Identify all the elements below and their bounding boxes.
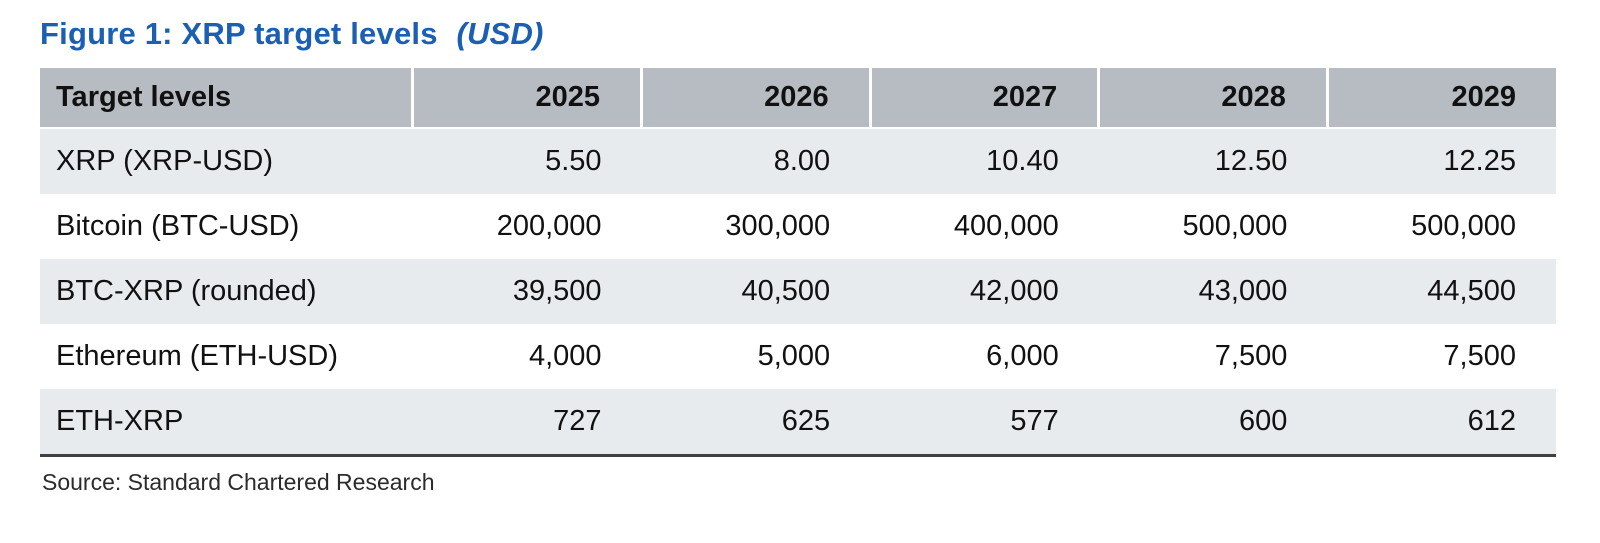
cell-value: 400,000 bbox=[953, 210, 1059, 242]
table-row-eth-xrp: ETH-XRP 727 625 577 600 612 bbox=[40, 389, 1556, 456]
cell-value: 5,000 bbox=[757, 340, 831, 372]
cell-value: 200,000 bbox=[496, 210, 602, 242]
cell-value: 727 bbox=[553, 405, 602, 437]
cell-value: 7,500 bbox=[1214, 340, 1288, 372]
cell-value: 12.25 bbox=[1443, 145, 1516, 177]
row-label: XRP (XRP-USD) bbox=[56, 145, 273, 177]
cell-value: 39,500 bbox=[512, 275, 602, 307]
table-row-xrp: XRP (XRP-USD) 5.50 8.00 10.40 12.50 12.2… bbox=[40, 128, 1556, 194]
cell-value: 5.50 bbox=[545, 145, 602, 177]
cell-value: 8.00 bbox=[773, 145, 831, 177]
cell-value: 10.40 bbox=[986, 145, 1059, 177]
cell-value: 40,500 bbox=[741, 275, 831, 307]
table-row-bitcoin: Bitcoin (BTC-USD) 200,000 300,000 400,00… bbox=[40, 194, 1556, 259]
figure-title-unit: (USD) bbox=[456, 16, 544, 51]
row-label: Bitcoin (BTC-USD) bbox=[56, 210, 300, 242]
header-cell-target-levels: Target levels bbox=[40, 68, 413, 129]
header-cell-2029: 2029 bbox=[1325, 68, 1556, 129]
header-cell-2026: 2026 bbox=[640, 68, 871, 129]
header-cell-2027: 2027 bbox=[868, 68, 1099, 129]
cell-value: 577 bbox=[1010, 405, 1059, 437]
cell-value: 44,500 bbox=[1427, 275, 1516, 307]
cell-value: 12.50 bbox=[1214, 145, 1288, 177]
cell-value: 7,500 bbox=[1443, 340, 1516, 372]
cell-value: 6,000 bbox=[986, 340, 1059, 372]
row-label: BTC-XRP (rounded) bbox=[56, 275, 317, 307]
row-label: Ethereum (ETH-USD) bbox=[56, 340, 338, 372]
figure-title: Figure 1: XRP target levels (USD) bbox=[40, 16, 1556, 52]
cell-value: 500,000 bbox=[1411, 210, 1516, 242]
target-levels-table: Target levels 2025 2026 2027 2028 2029 X… bbox=[40, 68, 1556, 457]
cell-value: 600 bbox=[1238, 405, 1288, 437]
table-row-btc-xrp: BTC-XRP (rounded) 39,500 40,500 42,000 4… bbox=[40, 259, 1556, 324]
figure-title-text: Figure 1: XRP target levels bbox=[40, 16, 438, 51]
table-header-row: Target levels 2025 2026 2027 2028 2029 bbox=[40, 68, 1556, 129]
cell-value: 612 bbox=[1467, 405, 1516, 437]
row-label: ETH-XRP bbox=[56, 405, 184, 437]
cell-value: 300,000 bbox=[725, 210, 831, 242]
cell-value: 43,000 bbox=[1198, 275, 1288, 307]
header-cell-2028: 2028 bbox=[1097, 68, 1328, 129]
header-cell-2025: 2025 bbox=[411, 68, 642, 129]
cell-value: 625 bbox=[781, 405, 831, 437]
cell-value: 4,000 bbox=[528, 340, 602, 372]
table-row-ethereum: Ethereum (ETH-USD) 4,000 5,000 6,000 7,5… bbox=[40, 324, 1556, 389]
source-note: Source: Standard Chartered Research bbox=[42, 469, 435, 495]
cell-value: 42,000 bbox=[970, 275, 1059, 307]
cell-value: 500,000 bbox=[1182, 210, 1288, 242]
